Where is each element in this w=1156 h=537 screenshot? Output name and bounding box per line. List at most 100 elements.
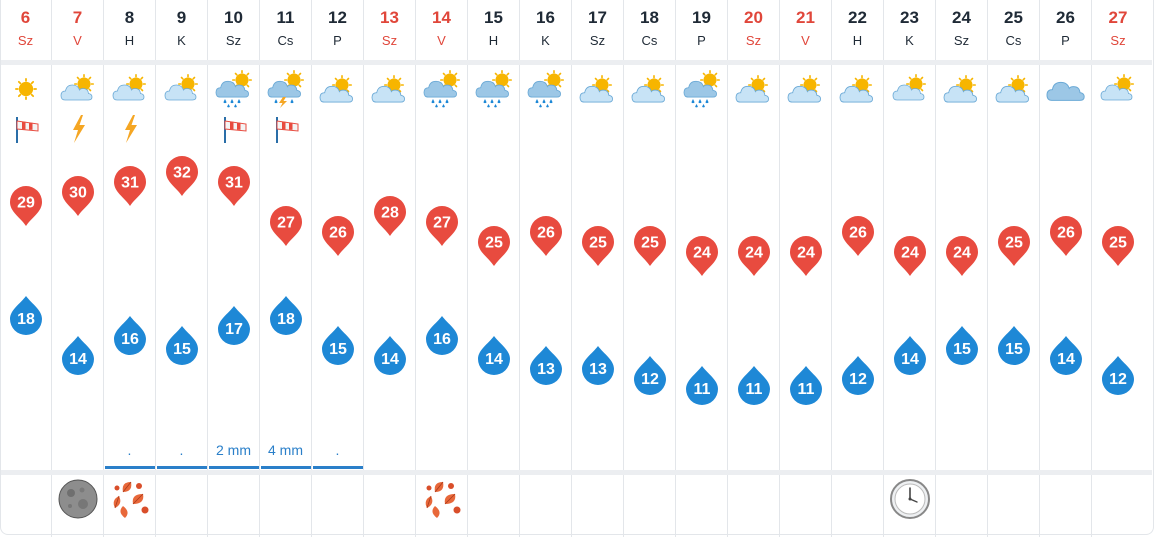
min-temp-marker: 13 [530, 346, 562, 385]
day-column[interactable]: 10 Sz 31 17 2 mm [208, 0, 260, 537]
max-temp-marker-value: 24 [693, 245, 711, 262]
max-temp-marker: 27 [426, 206, 458, 246]
day-column[interactable]: 20 Sz 24 11 [728, 0, 780, 537]
wind-sock-icon [224, 117, 247, 143]
day-column[interactable]: 18 Cs 25 12 [624, 0, 676, 537]
precipitation-bar [261, 466, 311, 469]
min-temp-marker: 13 [582, 346, 614, 385]
max-temp-marker: 24 [738, 236, 770, 276]
max-temp-marker-value: 26 [849, 225, 867, 242]
day-column[interactable]: 21 V 24 11 [780, 0, 832, 537]
min-temp-marker-value: 15 [953, 341, 971, 358]
max-temp-marker: 28 [374, 196, 406, 236]
min-temp-marker-value: 14 [69, 351, 87, 368]
sun-behind-cloud-icon [787, 75, 821, 103]
max-temp-marker: 31 [218, 166, 250, 206]
min-temp-marker: 15 [322, 326, 354, 365]
header-separator [0, 60, 1152, 65]
day-name: Sz [1110, 33, 1126, 48]
sun-behind-cloud-icon [735, 75, 769, 103]
precipitation-label: . [127, 442, 132, 458]
rain-cloud-sun-icon [215, 70, 253, 108]
max-temp-marker: 29 [10, 186, 42, 226]
day-name: P [697, 33, 706, 48]
max-temp-marker-value: 24 [797, 245, 815, 262]
max-temp-marker: 32 [166, 156, 198, 196]
day-column[interactable]: 25 Cs 25 15 [988, 0, 1040, 537]
day-column[interactable]: 9 K 32 15. [156, 0, 208, 537]
day-column[interactable]: 19 P 24 11 [676, 0, 728, 537]
min-temp-marker-value: 16 [433, 331, 451, 348]
day-column[interactable]: 8 H 31 16. [104, 0, 156, 537]
day-number: 27 [1108, 8, 1128, 27]
autumn-leaves-icon [425, 481, 461, 518]
day-column[interactable]: 27 Sz 25 12 [1092, 0, 1144, 537]
day-column[interactable]: 14 V 27 16 [416, 0, 468, 537]
sun-behind-cloud-icon [631, 75, 665, 103]
max-temp-marker-value: 26 [537, 225, 555, 242]
day-name: P [1061, 33, 1070, 48]
day-number: 12 [328, 8, 347, 27]
day-column[interactable]: 11 Cs 27 18 4 mm [260, 0, 312, 537]
max-temp-marker-value: 25 [485, 235, 503, 252]
day-number: 23 [900, 8, 919, 27]
day-number: 26 [1056, 8, 1075, 27]
min-temp-marker: 14 [894, 336, 926, 375]
min-temp-marker: 11 [790, 366, 822, 405]
precipitation-label: . [179, 442, 184, 458]
min-temp-marker-value: 13 [589, 361, 607, 378]
max-temp-marker-value: 24 [953, 245, 971, 262]
day-column[interactable]: 12 P 26 15. [312, 0, 364, 537]
day-number: 17 [588, 8, 607, 27]
day-column[interactable]: 16 K 26 13 [520, 0, 572, 537]
day-name: Cs [1005, 33, 1022, 48]
max-temp-marker: 26 [322, 216, 354, 256]
day-column[interactable]: 23 K 24 14 [884, 0, 936, 537]
day-name: Sz [745, 33, 762, 48]
day-column[interactable]: 6 Sz 29 18 [0, 0, 52, 537]
min-temp-marker: 11 [686, 366, 718, 405]
min-temp-marker: 17 [218, 306, 250, 345]
rain-cloud-sun-icon [423, 70, 461, 108]
day-column[interactable]: 24 Sz 24 15 [936, 0, 988, 537]
max-temp-marker: 27 [270, 206, 302, 246]
min-temp-marker-value: 11 [798, 381, 815, 398]
max-temp-marker-value: 26 [1057, 225, 1075, 242]
day-column[interactable]: 17 Sz 25 13 [572, 0, 624, 537]
partly-cloudy-icon [1100, 74, 1135, 101]
min-temp-marker: 14 [1050, 336, 1082, 375]
precipitation-bar [313, 466, 363, 469]
day-number: 22 [848, 8, 867, 27]
min-temp-marker: 16 [114, 316, 146, 355]
min-temp-marker-value: 12 [849, 371, 867, 388]
day-column[interactable]: 7 V 30 14 [52, 0, 104, 537]
day-name: Cs [641, 33, 658, 48]
day-name: H [488, 33, 499, 48]
max-temp-marker-value: 26 [329, 225, 347, 242]
day-number: 6 [20, 8, 31, 27]
day-name: Cs [277, 33, 294, 48]
max-temp-marker-value: 27 [277, 215, 295, 232]
full-moon-icon [58, 479, 98, 519]
min-temp-marker: 18 [270, 296, 302, 335]
day-column[interactable]: 13 Sz 28 14 [364, 0, 416, 537]
day-column[interactable]: 26 P 26 14 [1040, 0, 1092, 537]
min-temp-marker: 14 [374, 336, 406, 375]
max-temp-marker: 25 [634, 226, 666, 266]
day-name: Sz [225, 33, 242, 48]
max-temp-marker-value: 31 [225, 175, 243, 192]
day-column[interactable]: 15 H 25 14 [468, 0, 520, 537]
day-name: Sz [589, 33, 606, 48]
day-number: 19 [692, 8, 711, 27]
min-temp-marker-value: 14 [901, 351, 919, 368]
sun-behind-cloud-icon [371, 75, 405, 103]
rain-cloud-sun-icon [475, 70, 513, 108]
sun-behind-cloud-icon [319, 75, 353, 103]
rain-cloud-sun-icon [527, 70, 565, 108]
wind-sock-icon [16, 117, 39, 143]
max-temp-marker: 24 [946, 236, 978, 276]
day-column[interactable]: 22 H 26 12 [832, 0, 884, 537]
day-name: V [437, 33, 446, 48]
precipitation-label: . [335, 442, 340, 458]
